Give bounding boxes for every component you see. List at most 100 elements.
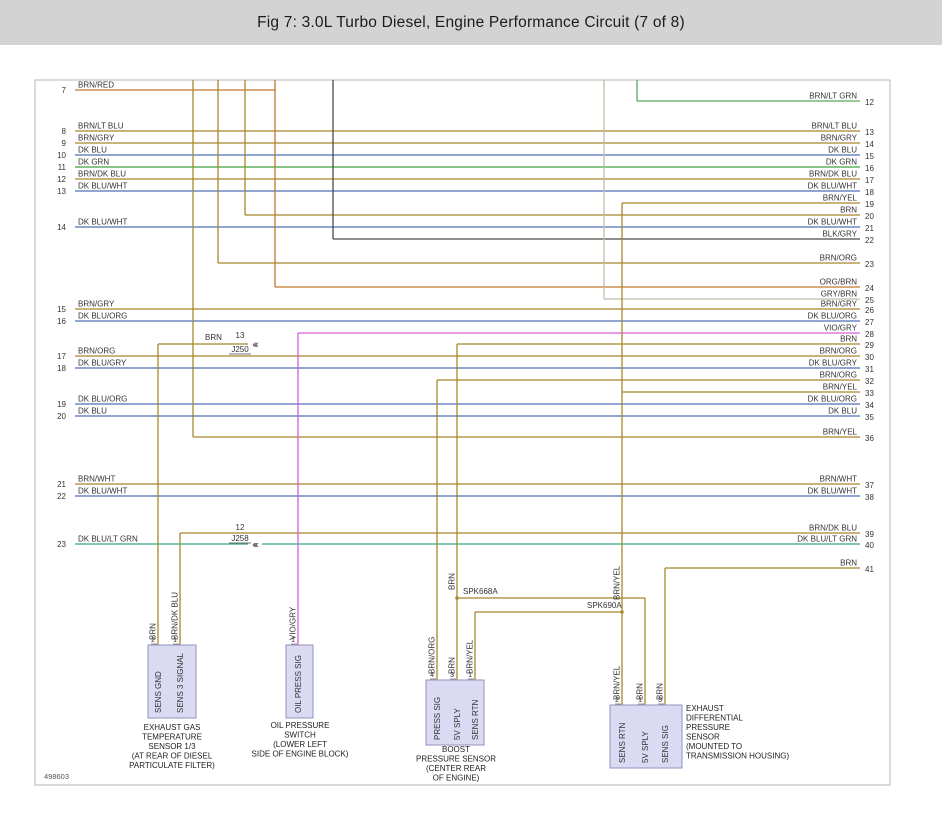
left-wire-label: DK BLU/WHT [78,487,127,496]
continuation-arrow-icon: « [253,339,259,350]
vertical-wire-labels: BRN BRN/DK BLU VIO/GRY BRN/ORG BRN BRN/YEL BRN… [149,565,665,700]
right-pin-number: 40 [865,541,874,550]
component-pin-label: OIL PRESS SIG [294,655,303,713]
right-pin-number: 16 [865,164,874,173]
right-pin-number: 22 [865,236,874,245]
component-caption-line: EXHAUST GAS [144,723,201,732]
component-caption-line: SWITCH [284,731,316,740]
left-pin-number: 15 [57,305,66,314]
wire-color-label: BRN [205,333,222,342]
component-pin-number: 1 [291,637,295,644]
right-wire-label: BRN/ORG [820,347,857,356]
right-pin-number: 35 [865,413,874,422]
left-pin-number: 23 [57,540,66,549]
right-wire-label: BRN/ORG [820,371,857,380]
right-pin-number: 31 [865,365,874,374]
right-wire-label: BRN/YEL [823,428,858,437]
left-wire-label: BRN/LT BLU [78,122,124,131]
diagram-canvas: 7 BRN/RED 12 BRN/LT GRN 8 BRN/LT BLU 13 BRN/LT … [0,45,942,818]
right-pin-number: 34 [865,401,874,410]
wire-color-label: BRN [636,683,645,700]
right-pin-number: 37 [865,481,874,490]
left-wire-label: BRN/ORG [78,347,115,356]
right-pin-number: 13 [865,128,874,137]
right-pin-number: 33 [865,389,874,398]
left-pin-number: 16 [57,317,66,326]
left-pin-number: 11 [58,163,67,172]
component-caption-line: BOOST [442,745,470,754]
right-pin-number: 38 [865,493,874,502]
component-caption-line: (CENTER REAR [426,764,486,773]
exhaust-gas-temperature-sensor [147,644,197,719]
wire-color-label: BRN/YEL [613,565,622,600]
left-wire-label: BRN/WHT [78,475,115,484]
right-pin-number: 36 [865,434,874,443]
component-pin-number: 1 [173,637,177,644]
right-wire-label: ORG/BRN [820,278,858,287]
right-wire-label: VIO/GRY [824,324,858,333]
component-caption-line: SENSOR 1/3 [148,742,196,751]
component-caption-line: (LOWER LEFT [273,740,327,749]
component-caption-line: (MOUNTED TO [686,742,742,751]
diagram-border [34,79,891,786]
right-pin-number: 28 [865,330,874,339]
left-pin-number: 18 [57,364,66,373]
left-wire-label: BRN/GRY [78,300,115,309]
right-pin-number: 26 [865,306,874,315]
right-wire-label: BRN/DK BLU [809,170,857,179]
connector-name: J258 [231,534,249,543]
component-pin-label: SENS RTN [471,699,480,740]
splice-labels: SPK668A SPK690A [463,587,622,610]
continuation-arrow-icon: « [252,340,258,351]
component-caption-line: PARTICULATE FILTER) [129,761,215,770]
left-wire-label: DK BLU [78,407,107,416]
diagram-id: 498603 [44,772,69,781]
left-pin-number: 8 [62,127,67,136]
component-caption-line: PRESSURE SENSOR [416,755,496,764]
component-pin-label: SENS GND [154,671,163,713]
figure-title-bar: Fig 7: 3.0L Turbo Diesel, Engine Perform… [0,0,942,45]
right-pin-number: 19 [865,200,874,209]
component-pin-label: 5V SPLY [641,730,650,763]
right-wire-label: DK BLU/ORG [808,395,857,404]
right-wire-label: DK BLU [828,407,857,416]
right-pin-number: 25 [865,296,874,305]
left-wire-label: DK BLU [78,146,107,155]
right-wire-label: DK GRN [826,158,857,167]
wire-color-label: BRN/YEL [613,665,622,700]
left-wire-label: BRN/GRY [78,134,115,143]
continuation-arrow-icon: « [253,540,259,551]
splice-dot [620,610,624,614]
right-pin-number: 23 [865,260,874,269]
left-pin-number: 12 [57,175,66,184]
continuation-arrow-icon: « [252,540,258,551]
left-wire-label: BRN/DK BLU [78,170,126,179]
right-pin-number: 30 [865,353,874,362]
left-pin-number: 14 [57,223,66,232]
right-wire-label: DK BLU [828,146,857,155]
right-pin-number: 27 [865,318,874,327]
wire-color-label: BRN/DK BLU [171,592,180,640]
right-pin-number: 15 [865,152,874,161]
splice-dot [455,596,459,600]
component-caption-line: (AT REAR OF DIESEL [132,752,213,761]
right-pin-number: 24 [865,284,874,293]
component-caption-line: TEMPERATURE [142,733,202,742]
right-wire-label: BRN/GRY [821,134,858,143]
component-pin-label: SENS SIG [661,725,670,763]
connector-name: J250 [231,345,249,354]
diagram-number: 498603 [44,772,69,781]
exhaust-differential-pressure-sensor [609,704,683,769]
component-pin-number: 2 [615,697,619,704]
right-wire-label: BRN/LT GRN [809,92,857,101]
right-pin-number: 14 [865,140,874,149]
right-pin-number: 18 [865,188,874,197]
component-caption-line: DIFFERENTIAL [686,714,743,723]
left-pin-number: 17 [57,352,66,361]
wire-color-label: BRN [448,657,457,674]
wire-color-label: BRN/ORG [428,637,437,674]
figure-title: Fig 7: 3.0L Turbo Diesel, Engine Perform… [257,13,685,31]
component-caption-line: SIDE OF ENGINE BLOCK) [252,750,349,759]
left-wire-label: DK GRN [78,158,109,167]
component-pin-number: 4 [430,672,434,679]
